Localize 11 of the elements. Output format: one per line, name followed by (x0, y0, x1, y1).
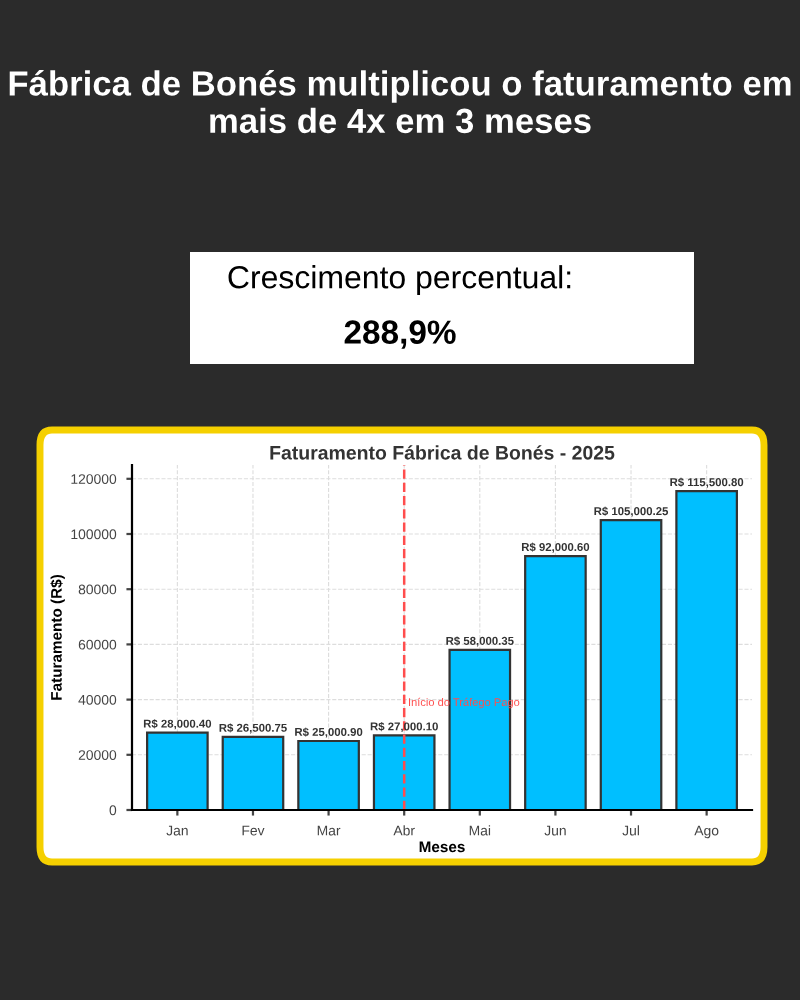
bar (297, 739, 360, 810)
text: Crescimento percentual: (228, 265, 571, 295)
bar (221, 735, 285, 810)
chart-title: Fábrica de Bonés multiplicou o faturamento em mais de 4x em 3 meses (9, 69, 791, 134)
chart-subtitle: Faturamento Fábrica de Bonés - 2025 (270, 445, 615, 460)
bar (675, 490, 738, 810)
bar (146, 731, 209, 810)
bar (372, 734, 436, 810)
text: 288,9% (344, 320, 456, 349)
bar (599, 519, 663, 810)
bar (524, 554, 587, 810)
